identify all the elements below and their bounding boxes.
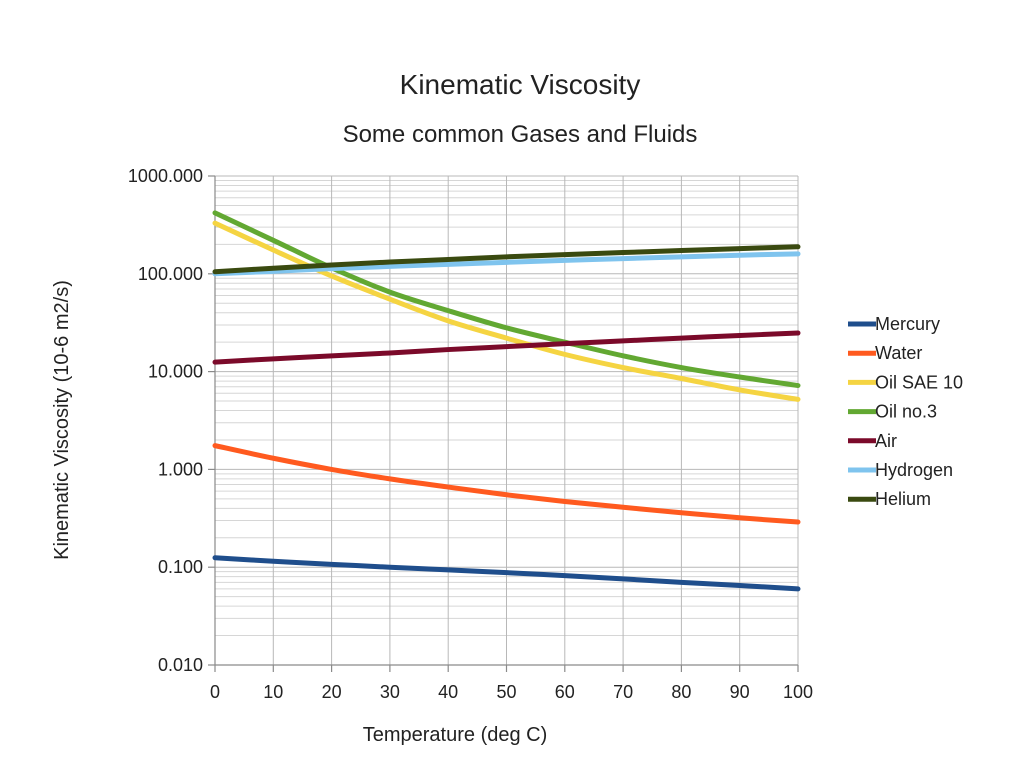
series — [212, 210, 801, 592]
y-tick-label: 1000.000 — [128, 166, 203, 186]
series-line-hydrogen — [212, 251, 801, 277]
series-line-mercury — [212, 555, 801, 592]
x-tick-label: 90 — [730, 682, 750, 702]
y-axis-label: Kinematic Viscosity (10-6 m2/s) — [51, 280, 73, 560]
x-tick-label: 100 — [783, 682, 813, 702]
x-tick-label: 30 — [380, 682, 400, 702]
series-line-water — [212, 443, 801, 525]
x-tick-label: 10 — [263, 682, 283, 702]
series-line-air — [212, 330, 801, 365]
chart-subtitle: Some common Gases and Fluids — [343, 121, 698, 148]
x-tick-label: 70 — [613, 682, 633, 702]
x-tick-label: 0 — [210, 682, 220, 702]
x-tick-label: 20 — [322, 682, 342, 702]
axes: 0.010 0.100 1.000 10.000 100.000 1000.000 0 10 2… — [128, 166, 813, 702]
y-tick-label: 1.000 — [158, 459, 203, 479]
series-line-helium — [212, 244, 801, 275]
y-tick-label: 0.100 — [158, 557, 203, 577]
x-axis-label: Temperature (deg C) — [363, 724, 548, 746]
x-tick-label: 80 — [671, 682, 691, 702]
chart-title: Kinematic Viscosity — [400, 69, 641, 100]
x-tick-label: 50 — [496, 682, 516, 702]
y-tick-label: 100.000 — [138, 264, 203, 284]
legend-label-oil-no-3: Oil no.3 — [875, 402, 937, 422]
legend-label-oil-sae-10: Oil SAE 10 — [875, 372, 963, 392]
legend-label-water: Water — [875, 343, 922, 363]
y-tick-label: 10.000 — [148, 362, 203, 382]
x-tick-label: 60 — [555, 682, 575, 702]
legend-label-air: Air — [875, 431, 897, 451]
x-tick-label: 40 — [438, 682, 458, 702]
legend-label-mercury: Mercury — [875, 314, 940, 334]
legend-label-hydrogen: Hydrogen — [875, 460, 953, 480]
y-tick-label: 0.010 — [158, 655, 203, 675]
legend: Mercury Water Oil SAE 10 Oil no.3 Air Hydroge… — [848, 314, 963, 509]
series-line-oil-no-3 — [212, 210, 801, 389]
legend-label-helium: Helium — [875, 489, 931, 509]
